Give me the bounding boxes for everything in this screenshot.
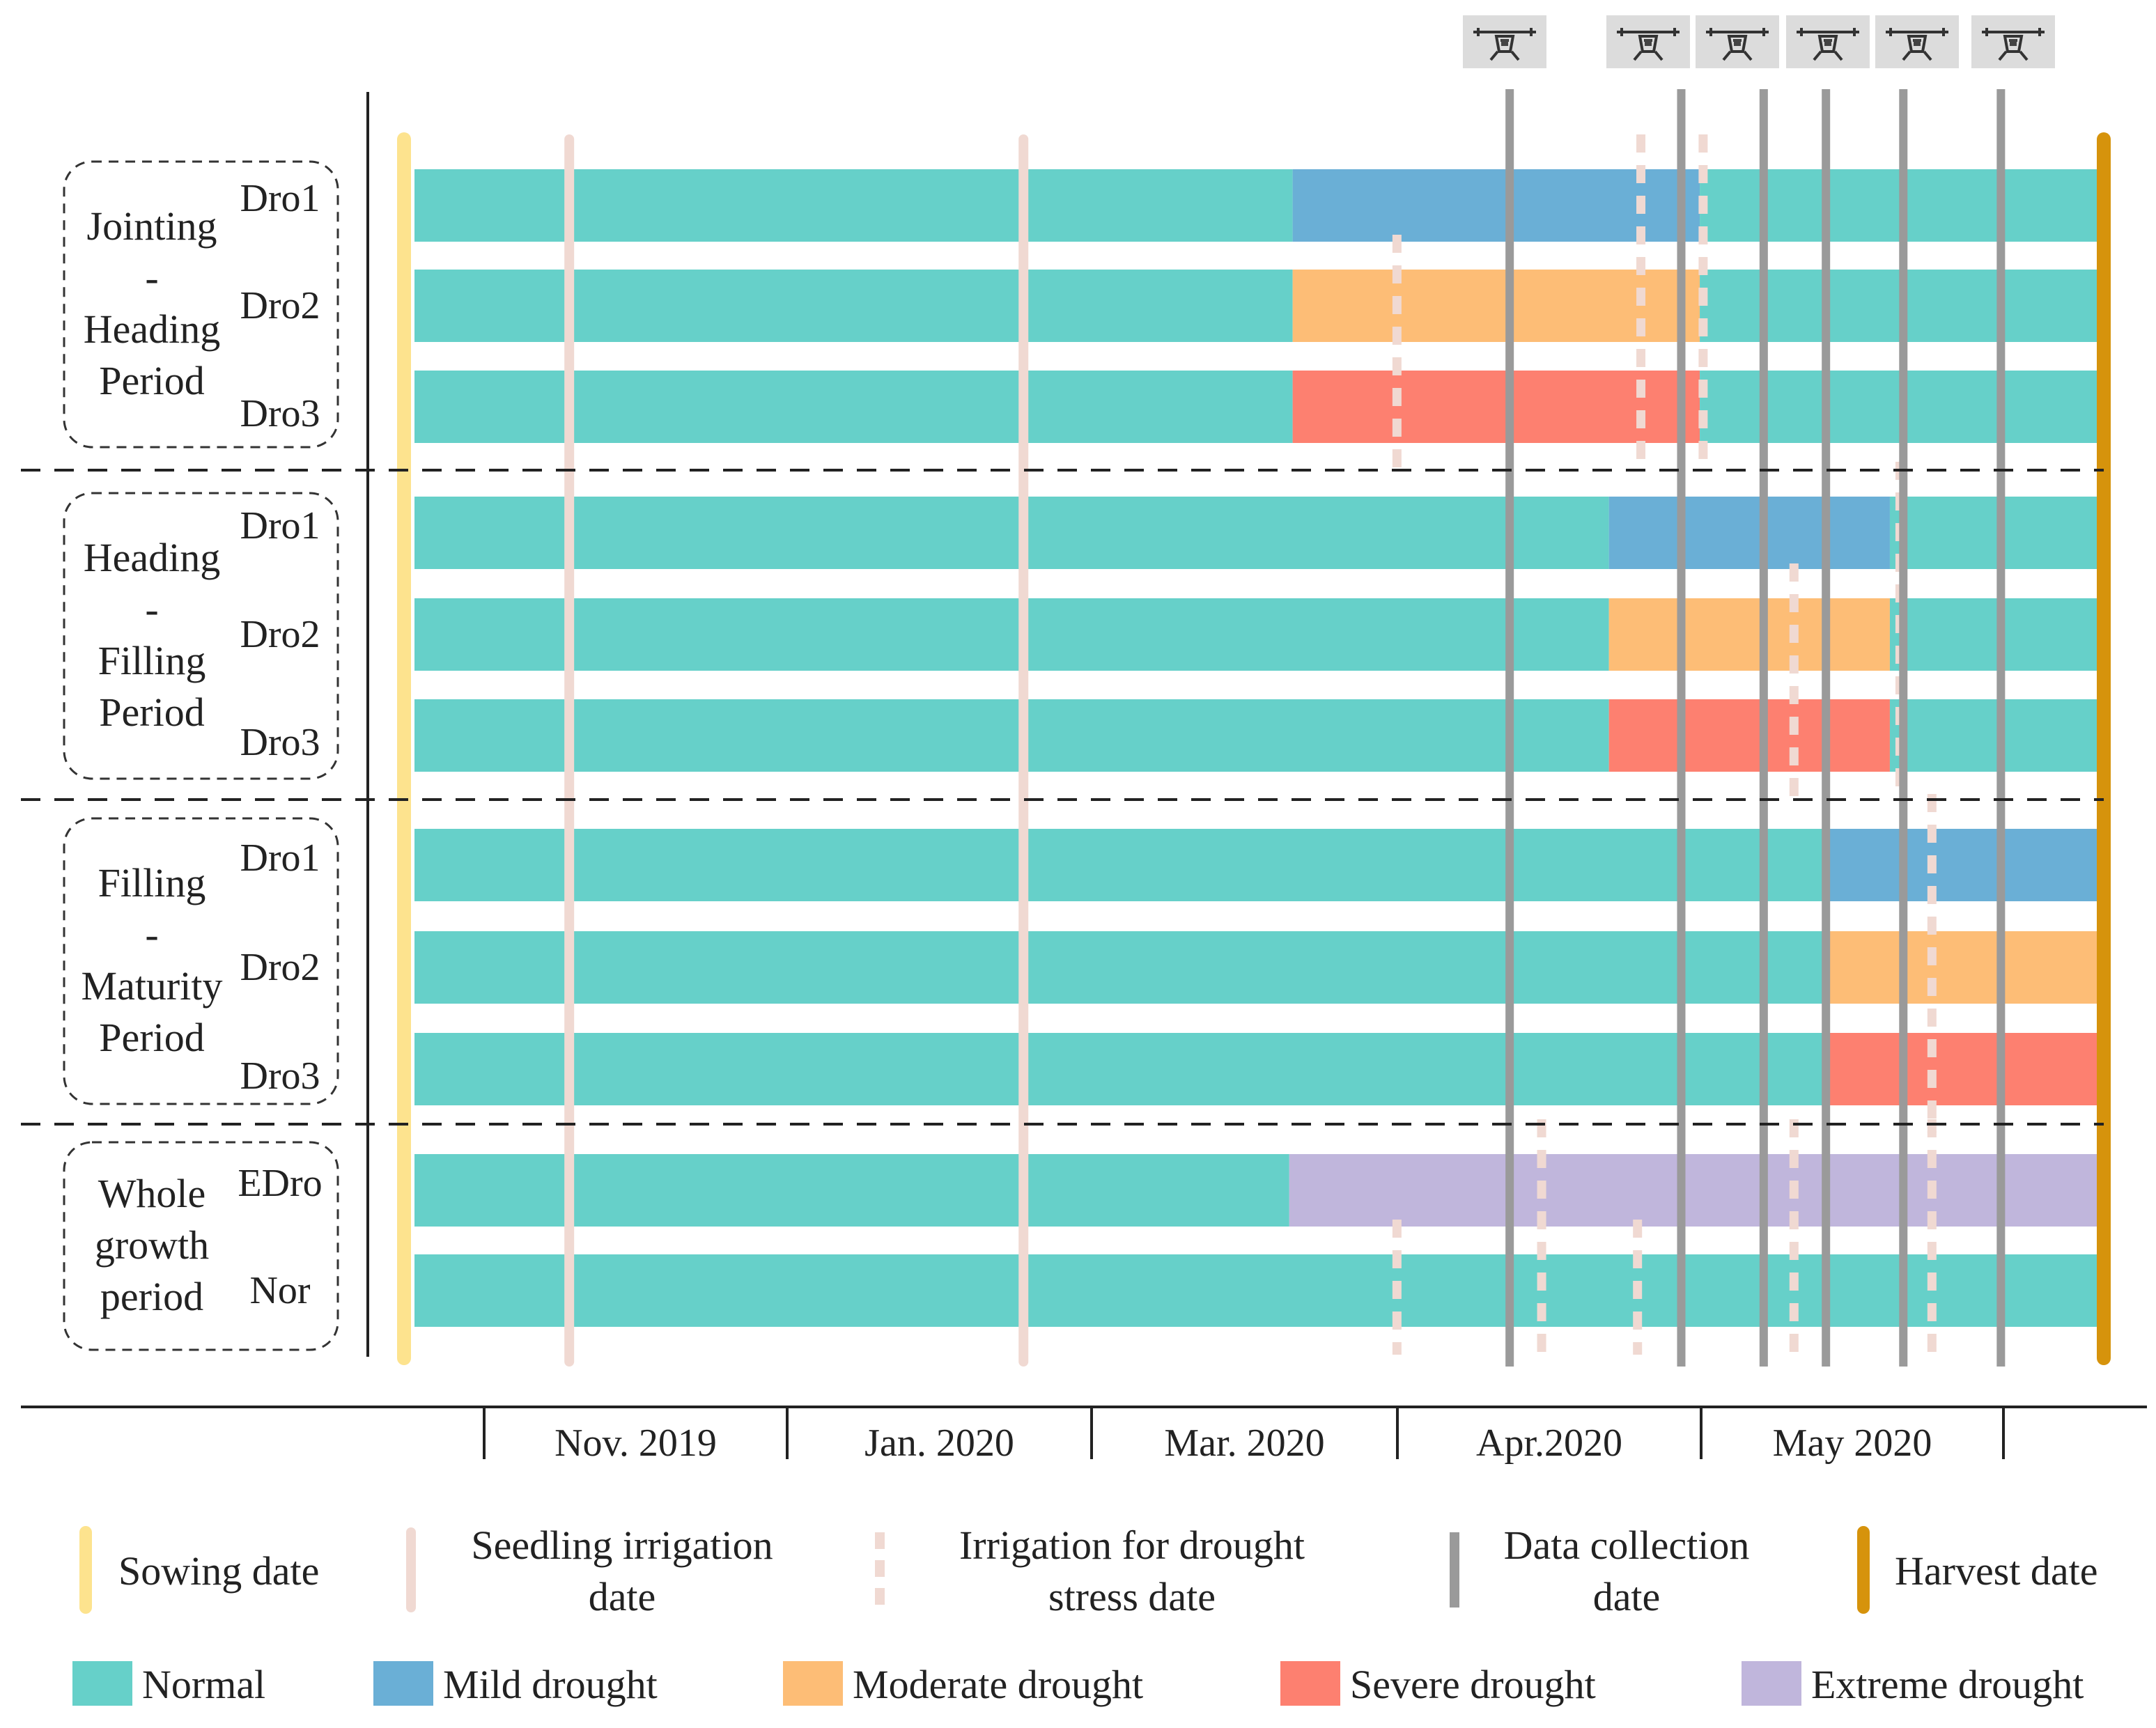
group-label-line: Whole <box>98 1171 206 1216</box>
group-label-line: Maturity <box>82 963 223 1009</box>
drone-icon-shape <box>1617 28 1680 61</box>
bar-segment <box>1889 497 2097 569</box>
bar-segment <box>1292 169 1700 242</box>
drone-icon-camera <box>1824 39 1831 46</box>
legend-label: date <box>589 1574 656 1619</box>
bar-segment <box>414 699 1609 772</box>
treatment-label: Nor <box>249 1269 310 1312</box>
bar-segment <box>1822 829 2097 901</box>
x-tick-label: Jan. 2020 <box>864 1422 1014 1465</box>
group-label-line: - <box>145 586 158 632</box>
legend-level-label: Extreme drought <box>1811 1662 2084 1707</box>
bar-segment <box>1822 931 2097 1004</box>
legend-swatch <box>783 1661 843 1706</box>
group-label-line: Heading <box>84 306 221 352</box>
drone-icon-shape <box>1982 28 2045 61</box>
bar-segment <box>1889 598 2097 671</box>
group-label-line: Period <box>99 1015 204 1060</box>
treatment-label: Dro3 <box>240 392 320 435</box>
drone-icon <box>1875 15 1959 68</box>
x-tick-label: Mar. 2020 <box>1164 1422 1324 1465</box>
bar-segment <box>414 169 1293 242</box>
legend-level-label: Mild drought <box>443 1662 658 1707</box>
group-label-line: Period <box>99 358 204 403</box>
bar-segment <box>414 1154 1289 1227</box>
group-label-line: Filling <box>98 860 206 905</box>
drone-icon <box>1786 15 1870 68</box>
group-label-line: Period <box>99 690 204 735</box>
treatment-label: Dro1 <box>240 177 320 220</box>
legend-swatch <box>1742 1661 1801 1706</box>
drone-icon <box>1971 15 2055 68</box>
legend-swatch <box>373 1661 433 1706</box>
drone-icon-camera <box>1645 39 1652 46</box>
treatment-label: Dro1 <box>240 836 320 880</box>
group-label-line: Filling <box>98 638 206 683</box>
treatment-label: EDro <box>238 1162 322 1205</box>
treatment-label: Dro3 <box>240 721 320 764</box>
drone-icon-camera <box>2010 39 2017 46</box>
legend-label: Irrigation for drought <box>959 1523 1305 1568</box>
legend-level-label: Moderate drought <box>853 1662 1143 1707</box>
legend-level-label: Normal <box>142 1662 265 1707</box>
legend-label: Harvest date <box>1895 1548 2097 1594</box>
group-label-box <box>63 817 339 1105</box>
drone-icon-shape <box>1473 28 1536 61</box>
treatment-label: Dro2 <box>240 613 320 656</box>
legend-swatch <box>72 1661 132 1706</box>
legend-label: Data collection <box>1504 1523 1750 1568</box>
drone-icon <box>1606 15 1690 68</box>
bar-segment <box>414 497 1609 569</box>
bar-segment <box>1700 270 2097 342</box>
group-label-line: growth <box>95 1222 209 1268</box>
treatment-label: Dro2 <box>240 946 320 989</box>
x-tick-label: May 2020 <box>1773 1422 1932 1465</box>
drone-icon-shape <box>1706 28 1769 61</box>
group-label-line: - <box>145 912 158 957</box>
bar-segment <box>1822 1033 2097 1105</box>
group-label-box <box>63 1141 339 1351</box>
group-label-box <box>63 492 339 780</box>
bar-segment <box>414 598 1609 671</box>
legend-label: date <box>1593 1574 1661 1619</box>
treatment-label: Dro1 <box>240 504 320 547</box>
drone-icon-camera <box>1501 39 1508 46</box>
legend-label: Seedling irrigation <box>471 1523 773 1568</box>
bar-segment <box>414 371 1293 443</box>
bar-segment <box>414 931 1823 1004</box>
drone-icon-camera <box>1914 39 1921 46</box>
legend-label: stress date <box>1048 1574 1216 1619</box>
treatment-label: Dro2 <box>240 284 320 327</box>
drone-icon-shape <box>1886 28 1948 61</box>
legend-swatch <box>1280 1661 1340 1706</box>
drone-icon-camera <box>1734 39 1741 46</box>
bar-segment <box>414 1033 1823 1105</box>
drone-icon <box>1696 15 1779 68</box>
bar-segment <box>1700 169 2097 242</box>
group-label-line: period <box>100 1274 203 1319</box>
bar-segment <box>1700 371 2097 443</box>
x-tick-label: Apr.2020 <box>1476 1422 1622 1465</box>
bar-segment <box>1292 371 1700 443</box>
bar-segment <box>1608 699 1890 772</box>
group-label-line: - <box>145 255 158 300</box>
bar-segment <box>1608 497 1890 569</box>
bar-segment <box>1608 598 1890 671</box>
bar-segment <box>1292 270 1700 342</box>
bar-segment <box>414 270 1293 342</box>
bar-segment <box>414 829 1823 901</box>
group-label-line: Heading <box>84 535 221 580</box>
bar-segment <box>1289 1154 2097 1227</box>
group-label-box <box>63 160 339 449</box>
group-label-line: Jointing <box>87 203 217 249</box>
legend-label: Sowing date <box>118 1548 319 1594</box>
treatment-label: Dro3 <box>240 1054 320 1098</box>
bar-segment <box>414 1254 2097 1327</box>
drone-icon <box>1463 15 1546 68</box>
legend-level-label: Severe drought <box>1350 1662 1596 1707</box>
bar-segment <box>1889 699 2097 772</box>
x-tick-label: Nov. 2019 <box>554 1422 717 1465</box>
drone-icon-shape <box>1797 28 1859 61</box>
